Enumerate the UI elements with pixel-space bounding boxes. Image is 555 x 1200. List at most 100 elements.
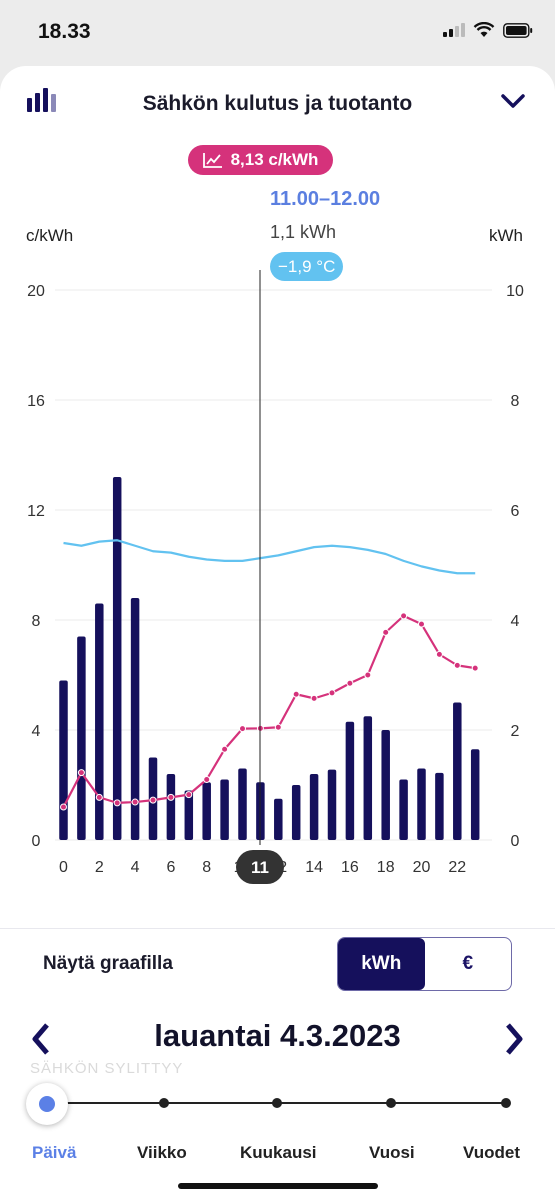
left-tick-label: 12 [27,503,45,520]
period-day[interactable]: Päivä [32,1143,77,1162]
wifi-icon [473,22,495,37]
price-point [364,671,372,679]
price-point [346,679,354,687]
period-year[interactable]: Vuosi [369,1143,415,1162]
display-label: Näytä graafilla [43,953,173,974]
price-point [453,661,461,669]
price-point [274,723,282,731]
price-point [203,776,211,783]
x-tick-label: 4 [131,859,140,876]
hour-range: 11.00–12.00 [270,188,381,210]
right-tick-label: 4 [511,613,520,630]
chevron-right-icon[interactable] [503,1022,525,1056]
slider-stop-year[interactable] [386,1098,396,1108]
kwh-bar [470,749,480,840]
kwh-bar [274,798,283,840]
left-tick-label: 16 [27,393,45,410]
toggle-kwh[interactable]: kWh [338,938,425,990]
slider-stop-week[interactable] [159,1098,169,1108]
kwh-bar [112,477,122,840]
kwh-bar [220,779,229,840]
kwh-bar [184,790,194,840]
left-tick-label: 20 [27,283,45,300]
kwh-bar [327,769,337,840]
left-tick-label: 4 [32,723,41,740]
right-tick-label: 0 [511,833,520,850]
temperature-badge: −1,9 °C [270,252,344,281]
controls-panel [0,928,555,1200]
x-tick-label: 20 [413,859,431,876]
kwh-bar [130,598,140,840]
period-slider-knob[interactable] [26,1083,68,1125]
unit-toggle[interactable]: kWh € [337,937,512,991]
chevron-down-icon[interactable] [501,93,525,109]
left-axis-unit: c/kWh [26,226,74,245]
kwh-bar [77,636,86,840]
price-point [95,793,103,801]
left-tick-label: 0 [32,833,41,850]
kwh-bar [166,774,176,840]
right-tick-label: 6 [511,503,520,520]
price-point [221,745,229,753]
toggle-euro[interactable]: € [462,953,474,974]
x-tick-label: 2 [95,859,104,876]
kwh-bar [381,730,390,840]
signal-icon [443,23,465,37]
price-point [113,799,121,807]
x-tick-label: 18 [377,859,395,876]
right-tick-label: 2 [511,723,520,740]
kwh-bar [238,768,247,840]
slider-stop-years[interactable] [501,1098,511,1108]
price-point [60,803,67,811]
kwh-bar [417,768,426,840]
status-bar: 18.33 [0,0,555,66]
kwh-bar [453,702,462,840]
page-title: Sähkön kulutus ja tuotanto [142,92,413,115]
left-tick-label: 8 [32,613,41,630]
kwh-readout: 1,1 kWh [270,222,337,242]
price-point [131,798,139,806]
status-icons [443,22,533,38]
x-tick-label: 8 [202,859,211,876]
kwh-bar [59,680,68,840]
price-point [185,791,193,799]
price-point [418,620,425,628]
kwh-bar [345,721,355,840]
bar-chart-icon [27,88,56,112]
price-point [77,769,85,777]
battery-icon [503,22,533,38]
period-years[interactable]: Vuodet [463,1143,520,1162]
price-line [62,614,476,808]
period-month[interactable]: Kuukausi [240,1143,317,1162]
chevron-left-icon[interactable] [30,1022,52,1056]
temperature-line [63,539,476,575]
price-point [292,690,300,698]
x-tick-label: 16 [341,859,359,876]
home-indicator[interactable] [178,1183,378,1189]
period-week[interactable]: Viikko [137,1143,187,1162]
kwh-bar [202,782,211,840]
x-tick-label: 6 [166,859,175,876]
price-point [167,793,175,801]
x-tick-label: 14 [305,859,323,876]
right-axis-unit: kWh [489,226,523,245]
kwh-bar [399,779,408,840]
selected-hour-label: 11 [251,858,269,877]
temperature-value: −1,9 °C [278,256,336,276]
selected-hour-marker[interactable]: 11 [236,850,284,884]
consumption-chart[interactable]: 04812162002468100246810121416182022 11 [0,270,555,890]
kwh-bar [363,716,373,840]
price-point [400,612,408,620]
date-title: lauantai 4.3.2023 [154,1018,401,1053]
slider-stop-month[interactable] [272,1098,282,1108]
price-point [310,694,318,702]
faded-section-label: SÄHKÖN SYLITTYY [30,1060,184,1077]
kwh-bar [309,774,319,840]
price-chart-icon [202,153,222,168]
price-value: 8,13 c/kWh [230,150,319,169]
price-point [382,628,390,636]
price-point [149,796,157,804]
right-tick-label: 8 [511,393,520,410]
kwh-bar [435,772,444,840]
price-point [471,664,479,672]
